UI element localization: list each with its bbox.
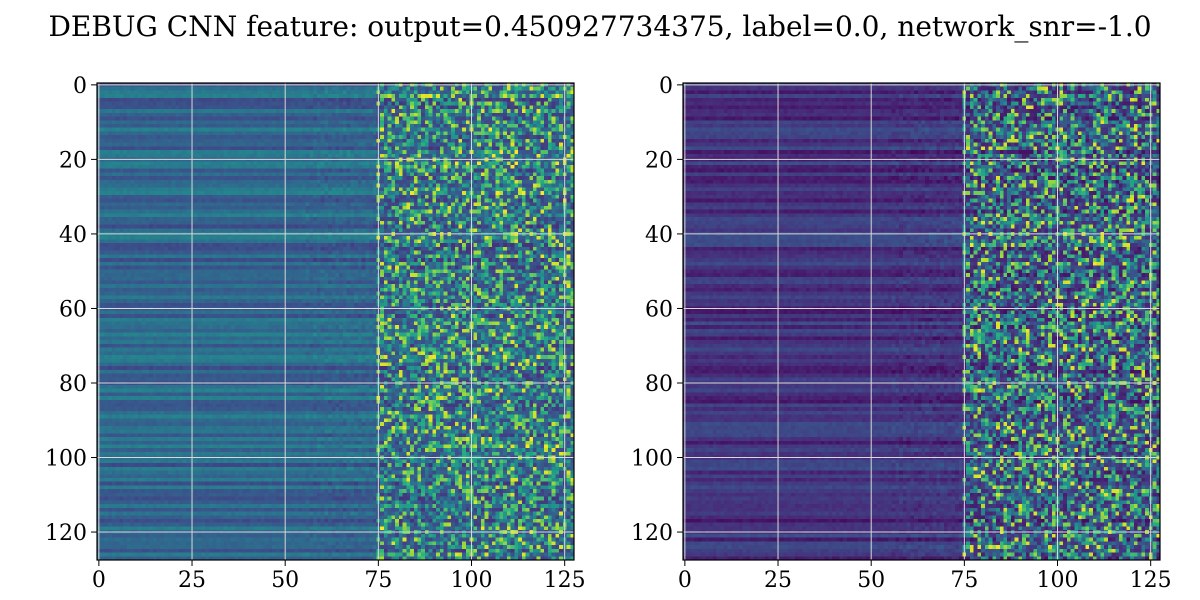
y-tick-label: 0 [659, 74, 673, 99]
y-tick-label: 80 [645, 372, 673, 397]
x-tick-label: 100 [451, 568, 493, 593]
y-tick-label: 20 [59, 148, 87, 173]
y-tick-label: 100 [45, 447, 87, 472]
x-tick-label: 50 [271, 568, 299, 593]
heatmap-image [97, 83, 574, 560]
y-tick-label: 0 [73, 74, 87, 99]
y-tick-label: 60 [645, 297, 673, 322]
x-tick-label: 75 [950, 568, 978, 593]
x-tick-label: 125 [544, 568, 586, 593]
x-tick-label: 0 [678, 568, 692, 593]
y-tick-label: 60 [59, 297, 87, 322]
y-tick-label: 80 [59, 372, 87, 397]
x-tick-label: 25 [178, 568, 206, 593]
y-tick-label: 100 [631, 447, 673, 472]
x-tick-label: 125 [1130, 568, 1172, 593]
heatmap-left: 0 25 50 75 100 125 0 20 40 60 80 100 120 [45, 74, 586, 593]
heatmap-image [683, 83, 1160, 560]
y-tick-label: 40 [59, 223, 87, 248]
figure-suptitle: DEBUG CNN feature: output=0.450927734375… [48, 10, 1151, 43]
x-tick-label: 50 [857, 568, 885, 593]
y-tick-label: 20 [645, 148, 673, 173]
y-tick-label: 40 [645, 223, 673, 248]
x-tick-label: 25 [764, 568, 792, 593]
axes-frame [96, 82, 575, 561]
x-tick-label: 75 [364, 568, 392, 593]
axes-frame [682, 82, 1161, 561]
y-tick-label: 120 [45, 521, 87, 546]
y-tick-label: 120 [631, 521, 673, 546]
x-tick-label: 100 [1037, 568, 1079, 593]
x-tick-label: 0 [92, 568, 106, 593]
heatmap-right: 0 25 50 75 100 125 0 20 40 60 80 100 120 [631, 74, 1172, 593]
